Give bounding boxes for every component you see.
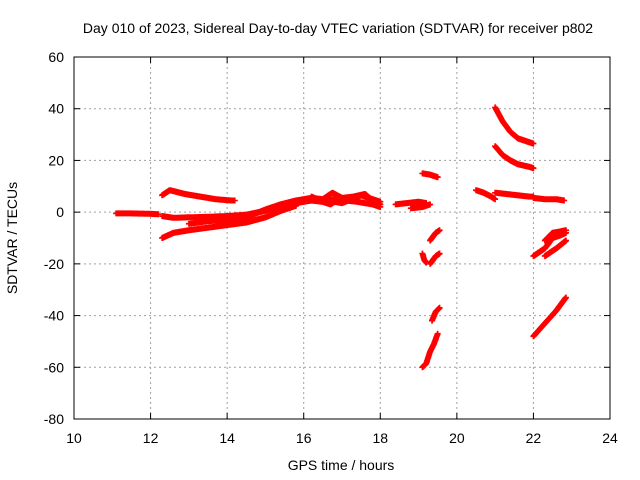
y-tick-label: -40 [44,308,64,324]
data-series [541,227,569,244]
data-series [530,294,569,340]
data-point-markers [530,229,569,260]
data-point-markers [492,189,537,200]
x-tick-label: 20 [449,430,465,446]
data-point-markers [541,227,569,244]
data-point-markers [429,304,443,324]
x-tick-label: 16 [296,430,312,446]
y-tick-label: -60 [44,359,64,375]
data-series [392,198,430,208]
data-series [419,330,441,371]
data-point-markers [427,227,443,244]
data-marks [113,104,569,371]
x-tick-label: 24 [602,430,618,446]
plot-frame [73,56,611,420]
x-tick-label: 22 [526,430,542,446]
chart-title: Day 010 of 2023, Sidereal Day-to-day VTE… [83,20,593,36]
data-point-markers [419,250,430,266]
data-series [429,304,443,324]
data-point-markers [541,237,569,260]
data-series [159,202,300,241]
data-series [159,187,238,204]
data-series [113,210,162,218]
x-tick-label: 14 [219,430,235,446]
data-point-markers [407,201,434,212]
data-series [530,194,568,204]
data-point-markers [492,104,537,147]
data-series [427,227,443,244]
x-tick-label: 12 [143,430,159,446]
y-tick-label: 0 [56,204,64,220]
x-axis-label: GPS time / hours [288,457,395,473]
data-point-markers [473,187,499,203]
data-point-markers [419,330,441,371]
data-point-markers [159,187,238,204]
data-point-markers [530,294,569,340]
data-point-markers [392,198,430,208]
y-axis-label: SDTVAR / TECUs [4,182,20,294]
data-point-markers [419,170,441,181]
data-series [308,192,384,208]
axis-ticks: 10 12 14 16 18 20 22 24 -80 -60 -40 -20 0 20 40 60 [44,49,618,446]
data-series [492,104,537,147]
y-tick-label: 40 [48,101,64,117]
data-series [427,250,443,267]
grid [74,57,610,419]
y-tick-label: -80 [44,411,64,427]
data-series [492,189,537,200]
y-tick-label: -20 [44,256,64,272]
data-series [541,237,569,260]
data-series [419,250,430,266]
x-tick-label: 10 [66,430,82,446]
data-series [492,143,537,172]
data-point-markers [159,202,300,241]
data-series [419,170,441,181]
data-point-markers [308,192,384,208]
data-series [473,187,499,203]
data-series [407,201,434,212]
x-tick-label: 18 [372,430,388,446]
data-point-markers [427,250,443,267]
data-point-markers [113,210,162,218]
data-point-markers [492,143,537,172]
y-tick-label: 60 [48,49,64,65]
data-point-markers [530,194,568,204]
data-series [530,229,569,260]
y-tick-label: 20 [48,152,64,168]
